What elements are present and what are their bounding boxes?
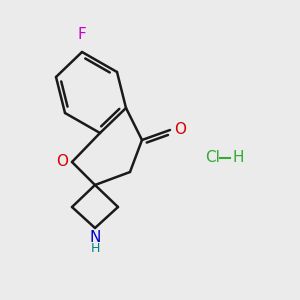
Text: O: O — [174, 122, 186, 137]
Text: H: H — [232, 151, 244, 166]
Text: Cl: Cl — [205, 151, 220, 166]
Text: H: H — [90, 242, 100, 255]
Text: O: O — [56, 154, 68, 169]
Text: N: N — [89, 230, 101, 245]
Text: F: F — [78, 27, 86, 42]
